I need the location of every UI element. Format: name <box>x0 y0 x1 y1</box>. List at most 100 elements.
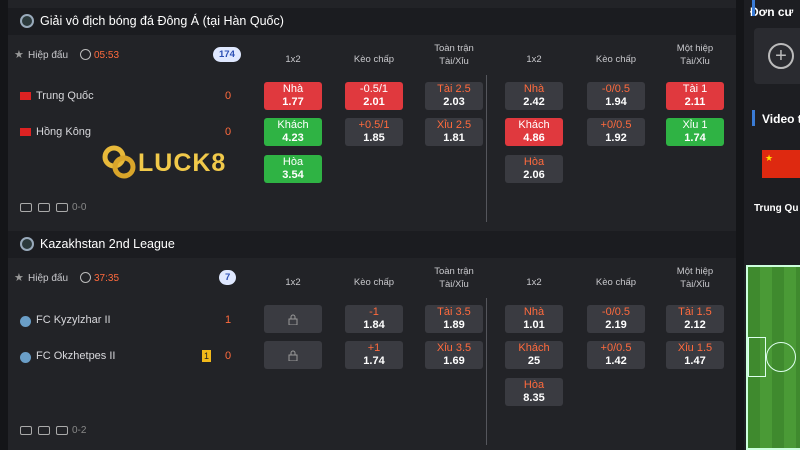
flag: ★ <box>762 150 800 178</box>
odds-label: +0/0.5 <box>600 342 632 354</box>
odds-label: -1 <box>369 306 379 318</box>
more-count[interactable]: 174 <box>213 47 241 62</box>
pitch <box>746 265 800 450</box>
lock-icon <box>288 314 298 326</box>
team-name: Hồng Kông <box>36 126 92 138</box>
footer-icon <box>38 426 50 435</box>
league-icon <box>20 237 34 251</box>
count-text: 7 <box>225 272 231 283</box>
status: Hiệp đấu <box>28 273 69 284</box>
column-header: Tài/Xỉu <box>439 56 469 67</box>
accent <box>752 0 755 16</box>
odds-value: 3.54 <box>282 169 304 181</box>
league-title: Giải vô địch bóng đá Đông Á (tại Hàn Quố… <box>40 14 284 28</box>
section: Kazakhstan 2nd League Hiệp đấu ★ 37:35 7 1x2 K… <box>8 223 736 445</box>
odds-button[interactable]: Hòa 8.35 <box>505 378 563 406</box>
clock: 05:53 <box>94 50 120 61</box>
odds-button[interactable]: Nhà 1.01 <box>505 305 563 333</box>
odds-button[interactable]: +0/0.5 1.92 <box>587 118 645 146</box>
odds-label: Tài 3.5 <box>437 306 471 318</box>
odds-button[interactable]: Tài 1 2.11 <box>666 82 724 110</box>
odds-label: Hòa <box>523 156 545 168</box>
betslip-title: Đơn cư <box>750 5 794 19</box>
odds-button[interactable]: Hòa 3.54 <box>264 155 322 183</box>
odds-label: -0.5/1 <box>359 83 389 95</box>
result: 0-2 <box>72 425 87 436</box>
odds-button[interactable]: Tài 3.5 1.89 <box>425 305 483 333</box>
league-icon <box>20 14 34 28</box>
odds-button[interactable]: Hòa 2.06 <box>505 155 563 183</box>
odds-button[interactable]: Tài 2.5 2.03 <box>425 82 483 110</box>
odds-value: 1.92 <box>605 132 627 144</box>
odds-button[interactable] <box>264 305 322 333</box>
odds-button[interactable]: +0.5/1 1.85 <box>345 118 403 146</box>
odds-button[interactable]: Xỉu 2.5 1.81 <box>425 118 483 146</box>
count-text: 174 <box>219 49 235 60</box>
odds-button[interactable]: -0/0.5 1.94 <box>587 82 645 110</box>
column-header: Tài/Xỉu <box>680 56 710 67</box>
odds-button[interactable]: Xỉu 1.5 1.47 <box>666 341 724 369</box>
odds-value: 2.12 <box>684 319 706 331</box>
odds-button[interactable]: Khách 4.86 <box>505 118 563 146</box>
column-header: Toàn trận <box>434 266 474 277</box>
odds-label: Tài 1.5 <box>678 306 712 318</box>
odds-button[interactable]: -0.5/1 2.01 <box>345 82 403 110</box>
odds-value: 1.81 <box>443 132 465 144</box>
odds-label: Nhà <box>523 306 545 318</box>
odds-value: 1.85 <box>363 132 385 144</box>
odds-label: Xỉu 2.5 <box>436 119 472 131</box>
more-count[interactable]: 7 <box>219 270 237 285</box>
column-header: Kèo chấp <box>353 277 395 288</box>
odds-label: +1 <box>367 342 381 354</box>
add-icon[interactable]: + <box>768 43 794 69</box>
odds-value: 1.94 <box>605 96 627 108</box>
sidebar: Đơn cư + Video t ★ Trung Qu <box>744 0 800 450</box>
box <box>748 337 766 377</box>
accent <box>752 110 755 126</box>
odds-value: 2.11 <box>684 96 706 108</box>
odds-value: 1.89 <box>443 319 465 331</box>
section-header <box>8 8 736 35</box>
odds-value: 4.86 <box>523 132 545 144</box>
odds-button[interactable] <box>264 341 322 369</box>
league-title: Kazakhstan 2nd League <box>40 237 175 251</box>
add-box[interactable]: + <box>754 28 800 84</box>
column-header: Kèo chấp <box>353 54 395 65</box>
odds-button[interactable]: Tài 1.5 2.12 <box>666 305 724 333</box>
team-flag <box>20 352 31 363</box>
odds-button[interactable]: Xỉu 1 1.74 <box>666 118 724 146</box>
column-header: Kèo chấp <box>595 54 637 65</box>
team-score: 0 <box>225 350 232 362</box>
team-flag <box>20 92 31 100</box>
odds-button[interactable]: Xỉu 3.5 1.69 <box>425 341 483 369</box>
odds-label: Nhà <box>523 83 545 95</box>
team-name: FC Okzhetpes II <box>36 350 116 362</box>
odds-value: 4.23 <box>282 132 304 144</box>
team-flag <box>20 316 31 327</box>
odds-value: 1.84 <box>363 319 385 331</box>
team-flag <box>20 128 31 136</box>
odds-value: 2.42 <box>523 96 545 108</box>
column-header: 1x2 <box>285 54 301 65</box>
star: ★ <box>765 153 774 163</box>
odds-button[interactable]: Nhà 1.77 <box>264 82 322 110</box>
odds-button[interactable]: -1 1.84 <box>345 305 403 333</box>
section: Giải vô địch bóng đá Đông Á (tại Hàn Quố… <box>8 0 736 222</box>
footer-icon <box>38 203 50 212</box>
odds-button[interactable]: +1 1.74 <box>345 341 403 369</box>
watermark: LUCK8 <box>100 143 230 183</box>
odds-label: Hòa <box>282 156 304 168</box>
odds-button[interactable]: Nhà 2.42 <box>505 82 563 110</box>
odds-label: Khách <box>518 342 550 354</box>
odds-label: -0/0.5 <box>601 306 631 318</box>
odds-button[interactable]: +0/0.5 1.42 <box>587 341 645 369</box>
odds-label: Khách <box>277 119 309 131</box>
odds-value: 1.69 <box>443 355 465 367</box>
odds-value: 1.42 <box>605 355 627 367</box>
odds-value: 2.03 <box>443 96 465 108</box>
odds-label: Xỉu 3.5 <box>436 342 472 354</box>
odds-button[interactable]: Khách 4.23 <box>264 118 322 146</box>
odds-button[interactable]: Khách 25 <box>505 341 563 369</box>
odds-button[interactable]: -0/0.5 2.19 <box>587 305 645 333</box>
